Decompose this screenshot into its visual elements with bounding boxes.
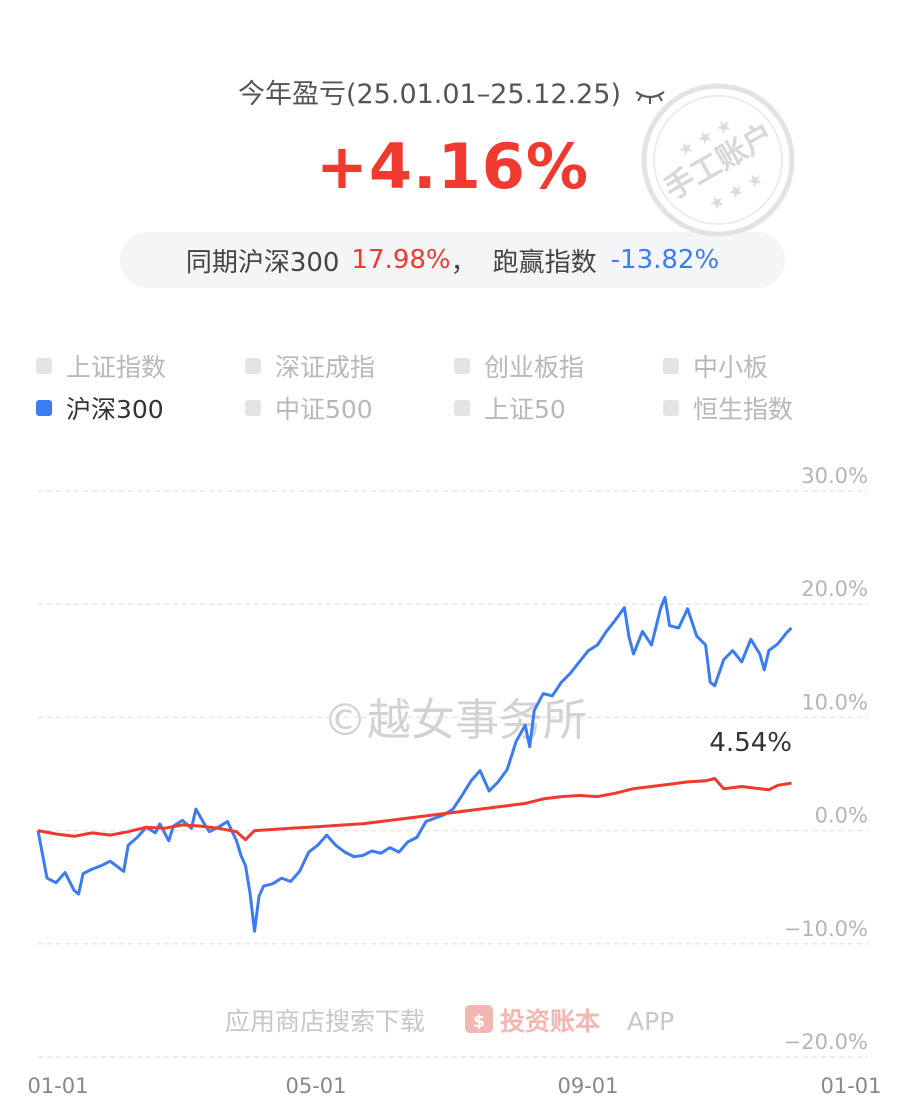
x-tick-label: 05-01 — [285, 1074, 346, 1098]
legend-item-csi500[interactable]: 中证500 — [245, 394, 454, 424]
chart-series — [36, 595, 793, 933]
beat-label: 跑赢指数 — [492, 247, 597, 278]
legend-label: 中小板 — [693, 353, 769, 382]
eye-closed-icon[interactable] — [633, 86, 667, 106]
legend-label: 恒生指数 — [693, 395, 794, 424]
legend-swatch — [36, 358, 52, 374]
download-promo: 应用商店搜索下载 $ 投资账本 APP — [225, 1005, 674, 1036]
legend-swatch — [36, 400, 52, 416]
legend-item-sme[interactable]: 中小板 — [663, 352, 872, 382]
period-title-text: 今年盈亏(25.01.01–25.12.25) — [237, 79, 622, 110]
legend-swatch — [245, 358, 261, 374]
benchmark-label: 同期沪深300 — [185, 247, 340, 278]
legend-item-sse[interactable]: 上证指数 — [36, 352, 245, 382]
index-legend: 上证指数 深证成指 创业板指 中小板 沪深300 中证500 上证50 恒生指数 — [36, 352, 876, 424]
period-title: 今年盈亏(25.01.01–25.12.25) — [0, 72, 905, 111]
y-tick-label: 30.0% — [801, 464, 868, 488]
legend-swatch — [663, 358, 679, 374]
benchmark-return: 17.98% — [351, 245, 451, 275]
promo-suffix: APP — [627, 1007, 674, 1036]
y-tick-label: 0.0% — [815, 804, 868, 828]
legend-swatch — [245, 400, 261, 416]
x-tick-label: 09-01 — [557, 1074, 618, 1098]
y-tick-label: 10.0% — [801, 690, 868, 714]
beat-value: -13.82% — [610, 245, 720, 275]
chart-grid — [38, 490, 868, 1058]
end-value-label: 4.54% — [709, 728, 792, 758]
legend-label: 上证50 — [484, 395, 566, 424]
series-line-index — [36, 595, 793, 933]
series-line-portfolio — [37, 777, 792, 842]
legend-item-chinext[interactable]: 创业板指 — [454, 352, 663, 382]
legend-label: 深证成指 — [275, 353, 376, 382]
legend-item-csi300[interactable]: 沪深300 — [36, 394, 245, 424]
svg-text:$: $ — [473, 1012, 485, 1032]
legend-label: 创业板指 — [484, 353, 585, 382]
x-axis-ticks: 01-01 05-01 09-01 01-01 — [27, 1074, 881, 1098]
x-tick-label: 01-01 — [820, 1074, 881, 1098]
legend-item-sse50[interactable]: 上证50 — [454, 394, 663, 424]
manual-account-stamp: ★ ★ ★ ★ ★ ★ 手工账户 — [641, 83, 795, 237]
legend-item-hsi[interactable]: 恒生指数 — [663, 394, 872, 424]
legend-item-szse[interactable]: 深证成指 — [245, 352, 454, 382]
legend-swatch — [454, 358, 470, 374]
y-tick-label: −20.0% — [784, 1030, 868, 1054]
promo-text: 应用商店搜索下载 — [225, 1007, 425, 1036]
watermark: ©越女事务所 — [323, 695, 587, 746]
x-tick-label: 01-01 — [27, 1074, 88, 1098]
benchmark-comparison: 同期沪深300 17.98% ， 跑赢指数 -13.82% — [120, 232, 785, 288]
return-value: +4.16% — [315, 130, 590, 203]
app-logo-icon — [465, 1005, 493, 1033]
comparison-separator: ， — [450, 247, 477, 278]
legend-swatch — [454, 400, 470, 416]
legend-label: 沪深300 — [66, 395, 164, 424]
promo-brand: 投资账本 — [500, 1007, 600, 1036]
y-tick-label: 20.0% — [801, 577, 868, 601]
legend-swatch — [663, 400, 679, 416]
y-axis-ticks: 30.0% 20.0% 10.0% 0.0% −10.0% −20.0% — [784, 464, 868, 1054]
y-tick-label: −10.0% — [784, 917, 868, 941]
legend-label: 上证指数 — [66, 353, 167, 382]
legend-label: 中证500 — [275, 395, 373, 424]
